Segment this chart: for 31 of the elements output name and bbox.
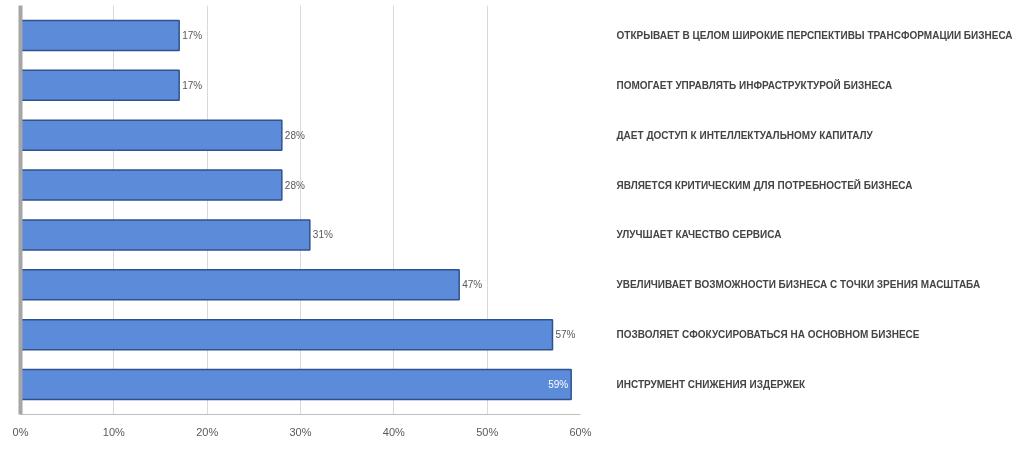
- bar: [20, 269, 460, 301]
- y-tick-label: ОТКРЫВАЕТ В ЦЕЛОМ ШИРОКИЕ ПЕРСПЕКТИВЫ ТРАНСФОРМАЦИИ БИЗНЕСА: [616, 29, 1013, 41]
- y-tick-label: ИНСТРУМЕНТ СНИЖЕНИЯ ИЗДЕРЖЕК: [616, 379, 807, 391]
- x-tick-label: 10%: [102, 425, 126, 438]
- y-tick-label: ДАЕТ ДОСТУП К ИНТЕЛЛЕКТУАЛЬНОМУ КАПИТАЛУ: [616, 129, 874, 141]
- bar: [20, 219, 311, 251]
- bar: [20, 19, 180, 52]
- bar: [20, 169, 283, 201]
- y-tick-label: ПОЗВОЛЯЕТ СФОКУСИРОВАТЬСЯ НА ОСНОВНОМ БИЗНЕСЕ: [616, 329, 920, 341]
- x-tick-label: 20%: [196, 425, 219, 438]
- bar: [20, 119, 283, 151]
- y-tick-label: УВЕЛИЧИВАЕТ ВОЗМОЖНОСТИ БИЗНЕСА С ТОЧКИ ЗРЕНИЯ МАСШТАБА: [616, 279, 981, 291]
- y-tick-label: ПОМОГАЕТ УПРАВЛЯТЬ ИНФРАСТРУКТУРОЙ БИЗНЕСА: [616, 78, 893, 91]
- data-label: 47%: [462, 279, 483, 291]
- data-label: 17%: [182, 79, 203, 91]
- data-label: 17%: [182, 29, 203, 41]
- data-label: 28%: [284, 179, 305, 191]
- data-label: 57%: [555, 329, 576, 341]
- y-tick-label: УЛУЧШАЕТ КАЧЕСТВО СЕРВИСА: [616, 229, 782, 241]
- data-label: 31%: [312, 229, 333, 241]
- y-tick-label: ЯВЛЯЕТСЯ КРИТИЧЕСКИМ ДЛЯ ПОТРЕБНОСТЕЙ БИЗНЕСА: [616, 178, 913, 191]
- x-tick-label: 50%: [476, 425, 499, 438]
- x-tick-label: 0%: [12, 425, 29, 438]
- data-label: 28%: [284, 129, 305, 141]
- bar: [20, 368, 572, 401]
- x-tick-label: 40%: [382, 425, 406, 438]
- data-label: 59%: [548, 379, 569, 391]
- x-tick-label: 30%: [289, 425, 312, 438]
- bar: [20, 69, 180, 102]
- x-tick-label: 60%: [569, 425, 592, 438]
- bar: [20, 318, 554, 351]
